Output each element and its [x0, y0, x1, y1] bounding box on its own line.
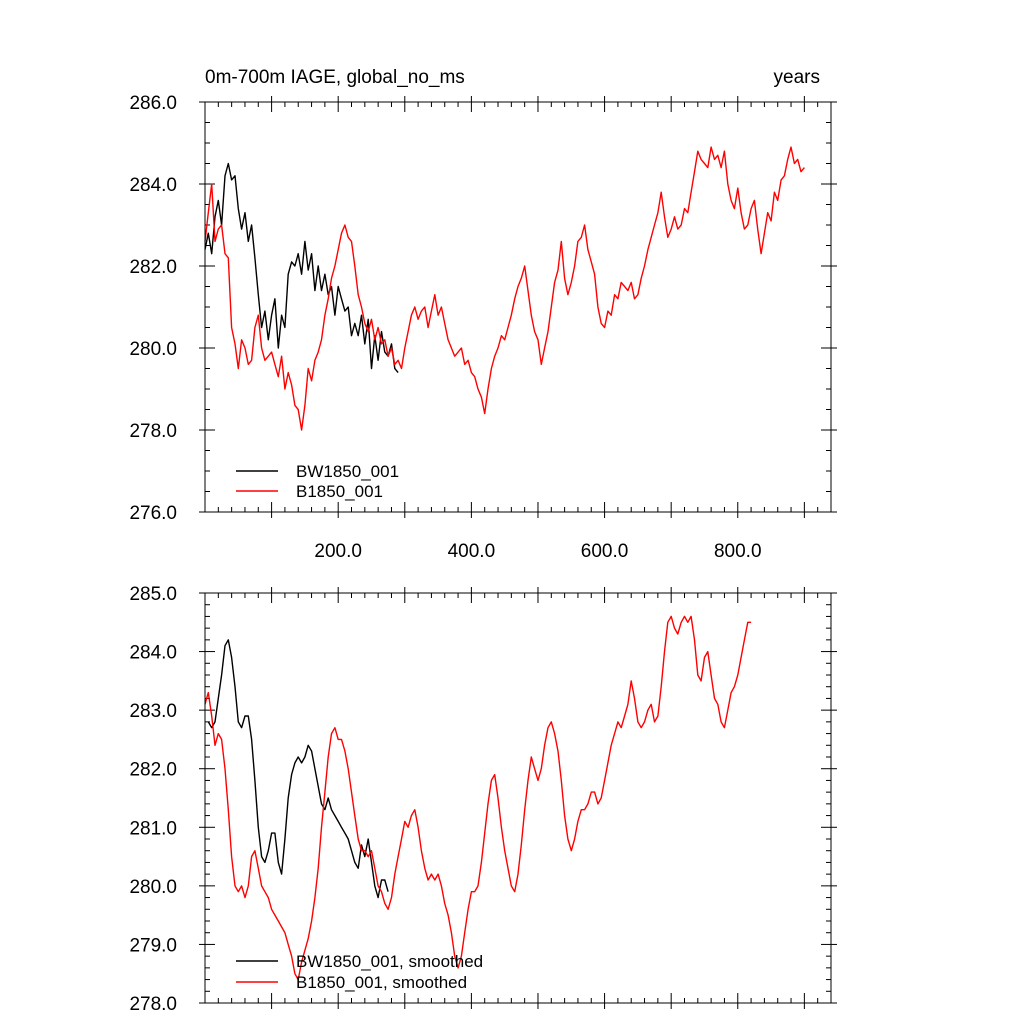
units-label: years	[774, 67, 820, 88]
series-line-b1850-001	[204, 146, 805, 431]
y-tick-label: 281.0	[129, 818, 177, 839]
top-chart: 0m-700m IAGE, global_no_ms years 200.0 40…	[129, 67, 837, 562]
y-tick-label: 276.0	[129, 503, 177, 524]
series-line-bw1850-001	[204, 162, 399, 374]
bottom-series-lines	[204, 615, 752, 981]
x-tick-label: 400.0	[448, 541, 496, 562]
y-tick-label: 285.0	[129, 584, 177, 605]
bottom-plot-frame	[204, 592, 832, 1004]
y-tick-label: 284.0	[129, 643, 177, 664]
y-tick-label: 279.0	[129, 935, 177, 956]
x-tick-label: 800.0	[714, 541, 762, 562]
top-legend: BW1850_001 B1850_001	[236, 462, 399, 501]
y-tick-label: 280.0	[129, 877, 177, 898]
x-tick-label: 200.0	[314, 541, 362, 562]
legend-label-b1850: B1850_001	[296, 482, 383, 501]
chart-title: 0m-700m IAGE, global_no_ms	[205, 67, 465, 88]
bottom-axis-ticks: 278.0 279.0 280.0 281.0 282.0 283.0 284.0 285.0	[129, 584, 837, 1015]
y-tick-label: 278.0	[129, 994, 177, 1015]
y-tick-label: 280.0	[129, 339, 177, 360]
top-axis-ticks: 200.0 400.0 600.0 800.0 276.0 278.0 280.0 282.0…	[129, 93, 837, 562]
legend-label-bw1850-smoothed: BW1850_001, smoothed	[296, 952, 483, 971]
top-series-lines	[204, 146, 805, 431]
legend-label-b1850-smoothed: B1850_001, smoothed	[296, 973, 467, 992]
x-tick-label: 600.0	[581, 541, 629, 562]
legend-label-bw1850: BW1850_001	[296, 462, 399, 481]
bottom-chart: 278.0 279.0 280.0 281.0 282.0 283.0 284.0 285.0…	[129, 584, 837, 1015]
series-line-b1850-001-smoothed	[204, 615, 752, 981]
y-tick-label: 278.0	[129, 421, 177, 442]
y-tick-label: 284.0	[129, 175, 177, 196]
bottom-legend: BW1850_001, smoothed B1850_001, smoothed	[236, 952, 483, 992]
y-tick-label: 283.0	[129, 701, 177, 722]
series-line-bw1850-001-smoothed	[207, 639, 389, 899]
y-tick-label: 282.0	[129, 257, 177, 278]
y-tick-label: 286.0	[129, 93, 177, 114]
y-tick-label: 282.0	[129, 760, 177, 781]
top-plot-frame	[204, 101, 832, 513]
